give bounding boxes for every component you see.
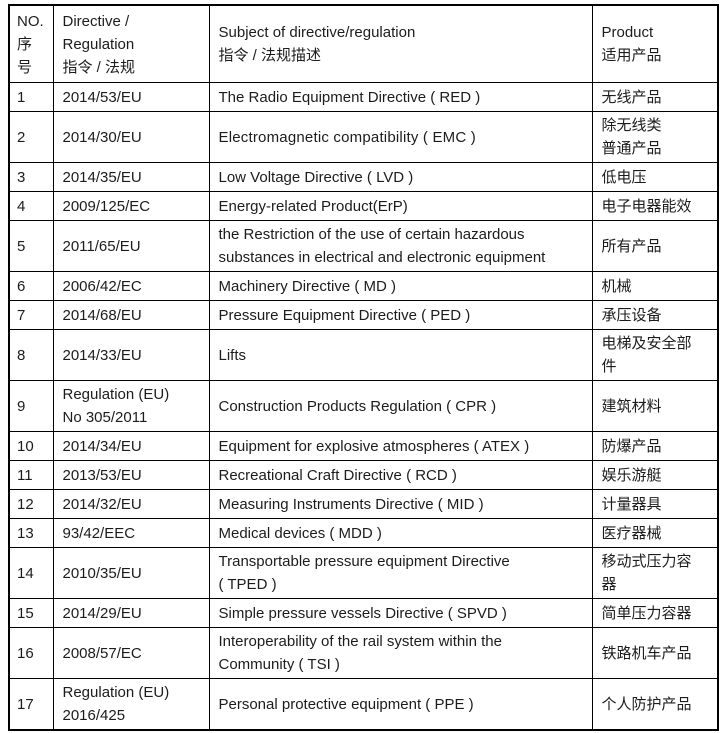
cell-no: 5: [8, 220, 54, 272]
cell-subject: Machinery Directive ( MD ): [208, 271, 593, 301]
cell-no: 15: [8, 598, 54, 628]
cell-directive: Regulation (EU) 2016/425: [52, 678, 210, 731]
table-header-row: NO. 序 号 Directive / Regulation 指令 / 法规 S…: [8, 4, 719, 83]
cell-subject: Simple pressure vessels Directive ( SPVD…: [208, 598, 593, 628]
table-body: 1 2014/53/EU The Radio Equipment Directive…: [8, 82, 719, 731]
cell-no: 14: [8, 547, 54, 599]
table-row: 1 2014/53/EU The Radio Equipment Directive…: [8, 82, 719, 112]
cell-no: 12: [8, 489, 54, 519]
cell-subject: Equipment for explosive atmospheres ( AT…: [208, 431, 593, 461]
cell-product: 除无线类 普通产品: [591, 111, 719, 163]
cell-no: 11: [8, 460, 54, 490]
cell-directive: 2008/57/EC: [52, 627, 210, 679]
cell-directive: 2013/53/EU: [52, 460, 210, 490]
cell-product: 无线产品: [591, 82, 719, 112]
cell-product: 防爆产品: [591, 431, 719, 461]
table-row: 5 2011/65/EU the Restriction of the use of…: [8, 220, 719, 272]
cell-no: 1: [8, 82, 54, 112]
cell-directive: 2010/35/EU: [52, 547, 210, 599]
cell-no: 10: [8, 431, 54, 461]
table-row: 12 2014/32/EU Measuring Instruments Direct…: [8, 489, 719, 519]
cell-product: 个人防护产品: [591, 678, 719, 731]
cell-no: 8: [8, 329, 54, 381]
cell-subject: Personal protective equipment ( PPE ): [208, 678, 593, 731]
cell-subject: Lifts: [208, 329, 593, 381]
cell-subject: Pressure Equipment Directive ( PED ): [208, 300, 593, 330]
cell-subject: Low Voltage Directive ( LVD ): [208, 162, 593, 192]
cell-directive: 2014/32/EU: [52, 489, 210, 519]
cell-product: 承压设备: [591, 300, 719, 330]
table-row: 15 2014/29/EU Simple pressure vessels Dire…: [8, 598, 719, 628]
table-row: 11 2013/53/EU Recreational Craft Directive…: [8, 460, 719, 490]
cell-directive: 2014/29/EU: [52, 598, 210, 628]
cell-subject: Recreational Craft Directive ( RCD ): [208, 460, 593, 490]
cell-no: 9: [8, 380, 54, 432]
directives-table: NO. 序 号 Directive / Regulation 指令 / 法规 S…: [8, 4, 719, 731]
cell-no: 17: [8, 678, 54, 731]
cell-subject: The Radio Equipment Directive ( RED ): [208, 82, 593, 112]
table-row: 16 2008/57/EC Interoperability of the rail…: [8, 627, 719, 679]
column-header-no: NO. 序 号: [8, 4, 54, 83]
cell-no: 3: [8, 162, 54, 192]
column-header-directive: Directive / Regulation 指令 / 法规: [52, 4, 210, 83]
cell-directive: 2009/125/EC: [52, 191, 210, 221]
cell-directive: 2014/33/EU: [52, 329, 210, 381]
cell-no: 16: [8, 627, 54, 679]
table-row: 8 2014/33/EU Lifts 电梯及安全部 件: [8, 329, 719, 381]
cell-product: 低电压: [591, 162, 719, 192]
cell-no: 7: [8, 300, 54, 330]
cell-directive: 2014/34/EU: [52, 431, 210, 461]
table-row: 6 2006/42/EC Machinery Directive ( MD ) 机械: [8, 271, 719, 301]
table-row: 3 2014/35/EU Low Voltage Directive ( LVD )…: [8, 162, 719, 192]
cell-directive: 93/42/EEC: [52, 518, 210, 548]
cell-product: 娱乐游艇: [591, 460, 719, 490]
table-row: 4 2009/125/EC Energy-related Product(ErP) 电…: [8, 191, 719, 221]
cell-product: 电子电器能效: [591, 191, 719, 221]
table-row: 14 2010/35/EU Transportable pressure equip…: [8, 547, 719, 599]
cell-subject: Medical devices ( MDD ): [208, 518, 593, 548]
table-row: 9 Regulation (EU) No 305/2011 Construction…: [8, 380, 719, 432]
table-row: 17 Regulation (EU) 2016/425 Personal prote…: [8, 678, 719, 731]
cell-subject: Energy-related Product(ErP): [208, 191, 593, 221]
table-row: 7 2014/68/EU Pressure Equipment Directive …: [8, 300, 719, 330]
cell-subject: Electromagnetic compatibility ( EMC ): [208, 111, 593, 163]
cell-product: 铁路机车产品: [591, 627, 719, 679]
cell-product: 简单压力容器: [591, 598, 719, 628]
cell-product: 机械: [591, 271, 719, 301]
column-header-subject: Subject of directive/regulation 指令 / 法规描…: [208, 4, 593, 83]
cell-no: 2: [8, 111, 54, 163]
cell-directive: 2011/65/EU: [52, 220, 210, 272]
cell-directive: 2006/42/EC: [52, 271, 210, 301]
cell-subject: Measuring Instruments Directive ( MID ): [208, 489, 593, 519]
cell-product: 所有产品: [591, 220, 719, 272]
cell-product: 移动式压力容 器: [591, 547, 719, 599]
cell-directive: 2014/68/EU: [52, 300, 210, 330]
table-row: 2 2014/30/EU Electromagnetic compatibility…: [8, 111, 719, 163]
cell-product: 医疗器械: [591, 518, 719, 548]
cell-product: 建筑材料: [591, 380, 719, 432]
column-header-product: Product 适用产品: [591, 4, 719, 83]
cell-subject: Transportable pressure equipment Directi…: [208, 547, 593, 599]
cell-directive: 2014/35/EU: [52, 162, 210, 192]
cell-directive: 2014/53/EU: [52, 82, 210, 112]
cell-subject: Construction Products Regulation ( CPR ): [208, 380, 593, 432]
cell-no: 13: [8, 518, 54, 548]
cell-no: 4: [8, 191, 54, 221]
cell-directive: 2014/30/EU: [52, 111, 210, 163]
table-row: 13 93/42/EEC Medical devices ( MDD ) 医疗器械: [8, 518, 719, 548]
cell-subject: the Restriction of the use of certain ha…: [208, 220, 593, 272]
cell-product: 计量器具: [591, 489, 719, 519]
cell-product: 电梯及安全部 件: [591, 329, 719, 381]
cell-no: 6: [8, 271, 54, 301]
cell-subject: Interoperability of the rail system with…: [208, 627, 593, 679]
cell-directive: Regulation (EU) No 305/2011: [52, 380, 210, 432]
table-row: 10 2014/34/EU Equipment for explosive atmo…: [8, 431, 719, 461]
